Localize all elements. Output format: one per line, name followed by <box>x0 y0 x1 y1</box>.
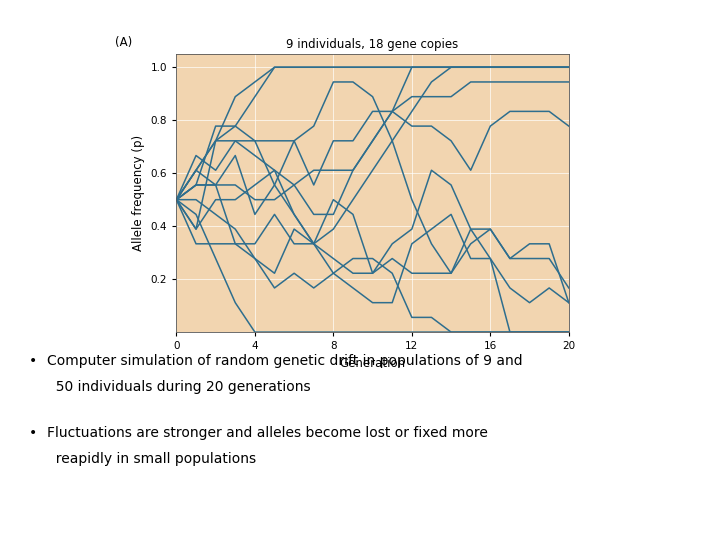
Text: reapidly in small populations: reapidly in small populations <box>47 452 256 466</box>
Title: 9 individuals, 18 gene copies: 9 individuals, 18 gene copies <box>287 38 459 51</box>
Y-axis label: Allele frequency (p): Allele frequency (p) <box>132 135 145 251</box>
Text: Fluctuations are stronger and alleles become lost or fixed more: Fluctuations are stronger and alleles be… <box>47 426 487 440</box>
Text: 10. 3(1)  Computer simulations of random genetic drift in populations: 10. 3(1) Computer simulations of random … <box>9 8 520 22</box>
Text: Computer simulation of random genetic drift in populations of 9 and: Computer simulation of random genetic dr… <box>47 354 523 368</box>
Text: •: • <box>29 354 37 368</box>
X-axis label: Generation: Generation <box>340 357 405 370</box>
Text: 50 individuals during 20 generations: 50 individuals during 20 generations <box>47 380 310 394</box>
Text: •: • <box>29 426 37 440</box>
Text: (A): (A) <box>115 36 132 49</box>
